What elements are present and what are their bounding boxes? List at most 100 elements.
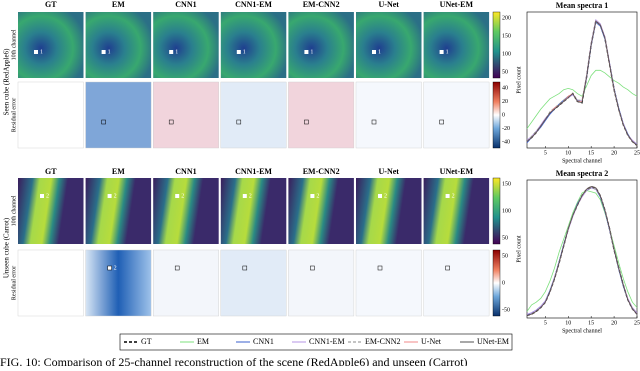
legend-label: EM-CNN2	[365, 337, 401, 346]
residual-label: Residual error	[11, 98, 17, 132]
caption: FIG. 10: Comparison of 25-channel recons…	[0, 355, 468, 366]
image-panel	[18, 12, 84, 78]
column-label: CNN1-EM	[235, 167, 272, 176]
marker-label: 1	[446, 49, 449, 55]
marker	[101, 50, 106, 54]
image-panel	[18, 178, 84, 244]
marker	[372, 50, 376, 54]
marker	[439, 50, 444, 54]
plot-frame	[526, 11, 638, 149]
series-line	[526, 187, 638, 315]
marker-label: 2	[114, 265, 117, 271]
column-label: GT	[45, 0, 57, 9]
residual-panel	[152, 249, 219, 317]
residual-marker	[101, 119, 106, 125]
column-label: EM-CNN2	[303, 0, 340, 9]
colorbar-tick-label: 200	[502, 15, 511, 21]
legend-label: UNet-EM	[477, 337, 509, 346]
image-panel	[153, 178, 219, 244]
series-line	[526, 185, 638, 317]
residual-panel	[288, 81, 355, 149]
marker-label: 1	[175, 49, 178, 55]
colorbar	[492, 81, 501, 149]
panels: Seen cube (RedApple6) 10th channel Residua…	[3, 0, 511, 317]
legend-label: CNN1	[253, 337, 274, 346]
image-panel	[288, 178, 354, 244]
image-panel	[85, 12, 152, 78]
residual-marker	[377, 265, 383, 271]
colorbar-tick-label: 150	[502, 181, 511, 187]
colorbar	[492, 11, 501, 79]
residual-marker	[236, 119, 242, 125]
legend-label: GT	[141, 337, 152, 346]
residual-panel	[85, 81, 152, 149]
marker-label: 2	[181, 193, 184, 199]
residual-marker	[439, 119, 444, 125]
legend-label: CNN1-EM	[309, 337, 345, 346]
legend-label: U-Net	[421, 337, 442, 346]
residual-panel	[423, 249, 490, 317]
image-panel	[423, 12, 490, 78]
series-line	[526, 187, 638, 316]
x-axis-label: Spectral channel	[562, 158, 602, 164]
series-line	[526, 187, 638, 316]
marker	[378, 194, 382, 198]
colorbar-tick-label: 0	[502, 280, 505, 286]
x-tick-label: 5	[544, 320, 547, 326]
marker	[169, 50, 174, 54]
x-tick-label: 20	[611, 150, 617, 156]
colorbar-tick-label: 50	[502, 69, 508, 75]
marker	[242, 194, 247, 198]
image-panel	[423, 178, 490, 244]
residual-marker	[107, 265, 112, 271]
colorbar-tick-label: 100	[502, 208, 511, 214]
residual-panel	[220, 81, 287, 149]
colorbar-tick-label: -50	[502, 307, 510, 313]
image-label: 10th channel	[11, 195, 17, 226]
y-axis-label: Pixel count	[516, 66, 522, 93]
series-line	[526, 20, 638, 146]
column-label: EM	[112, 0, 125, 9]
residual-marker	[371, 119, 377, 125]
series-line	[526, 186, 638, 316]
legend-box	[119, 333, 513, 351]
legend-label: EM	[197, 337, 209, 346]
residual-marker	[304, 119, 309, 125]
colorbar-tick-label: -20	[502, 126, 510, 132]
marker-label: 2	[452, 193, 455, 199]
column-label: CNN1-EM	[235, 0, 272, 9]
marker	[40, 194, 44, 198]
x-tick-label: 15	[588, 150, 594, 156]
colorbar-tick-label: 40	[502, 85, 508, 91]
series-line	[526, 21, 638, 145]
x-tick-label: 10	[565, 320, 571, 326]
image-panel	[356, 12, 422, 78]
colorbar	[492, 177, 501, 245]
colorbar	[492, 249, 501, 317]
colorbar-tick-label: 150	[502, 33, 511, 39]
marker	[34, 50, 38, 54]
residual-marker	[242, 265, 248, 271]
residual-panel	[17, 249, 84, 317]
row-label: Unseen cube (Carrot)	[3, 217, 11, 278]
column-label: EM-CNN2	[303, 167, 340, 176]
image-panel	[153, 12, 219, 78]
image-panel	[220, 12, 287, 78]
colorbar-tick-label: 100	[502, 51, 511, 57]
marker-label: 1	[40, 49, 43, 55]
row-label: Seen cube (RedApple6)	[3, 48, 11, 116]
series-line	[526, 20, 638, 146]
colorbar-tick-label: 50	[502, 253, 508, 259]
x-tick-label: 5	[544, 150, 547, 156]
x-tick-label: 20	[611, 320, 617, 326]
residual-panel	[423, 81, 490, 149]
residual-panel	[152, 81, 219, 149]
residual-panel	[17, 81, 84, 149]
image-panel	[85, 178, 152, 244]
column-label: EM	[112, 167, 125, 176]
x-tick-label: 25	[634, 150, 640, 156]
marker	[445, 194, 450, 198]
series-line	[526, 21, 638, 145]
legend: GT EM CNN1 CNN1-EM EM-CNN2 U-Net UNet-EM	[119, 333, 513, 351]
residual-label: Residual error	[11, 266, 17, 300]
